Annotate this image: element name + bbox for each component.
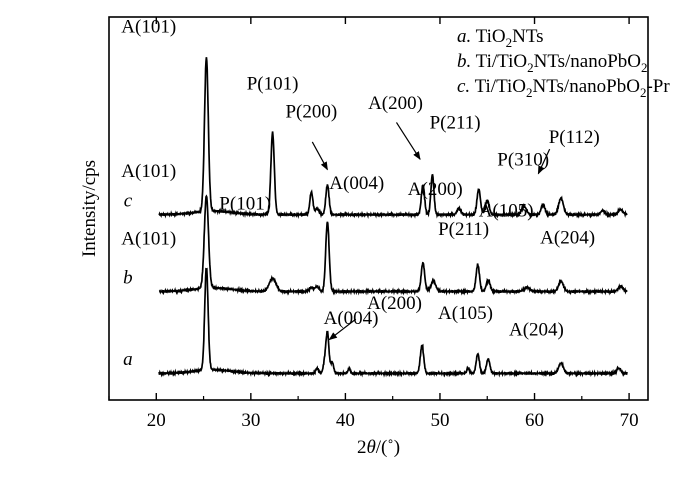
series-a-curve xyxy=(158,267,628,378)
peak-label: A(105) xyxy=(479,201,534,222)
peak-annotations: A(101)A(004)A(200) A(105)A(204)A(101)P(10… xyxy=(121,16,599,340)
peak-label: P(200) xyxy=(285,101,337,122)
series-b-curve xyxy=(158,194,628,296)
y-axis-label: Intensity/cps xyxy=(79,160,100,257)
x-tick-label: 40 xyxy=(336,410,355,431)
plot-frame xyxy=(108,16,649,401)
peak-label: P(211) xyxy=(430,113,481,134)
plot-border xyxy=(108,16,649,401)
peak-label: A(004) xyxy=(324,308,379,329)
x-tick-label: 50 xyxy=(430,410,449,431)
peak-label: A(101) xyxy=(121,228,176,249)
peak-arrow xyxy=(395,122,421,161)
peak-label: P(211) xyxy=(438,219,489,240)
peak-label: A(200) xyxy=(408,179,463,200)
legend-entry: b. Ti/TiO2NTs/nanoPbO2 xyxy=(457,51,648,75)
peak-label: P(101) xyxy=(247,74,299,95)
peak-label: P(112) xyxy=(549,127,600,148)
x-tick-label: 30 xyxy=(241,410,260,431)
x-tick-label: 60 xyxy=(525,410,544,431)
peak-label: P(101) xyxy=(219,194,271,215)
peak-label: A(204) xyxy=(509,319,564,340)
series-b-letter: b xyxy=(123,267,133,288)
peak-label: A(004) xyxy=(329,173,384,194)
legend-entry: a. TiO2NTs xyxy=(457,26,544,50)
peak-label: A(204) xyxy=(540,227,595,248)
peak-label: A(101) xyxy=(121,16,176,37)
x-axis-ticks: 20 30 40 50 60 70 xyxy=(108,17,639,431)
peak-arrow xyxy=(311,141,328,171)
series-a-letter: a xyxy=(123,349,133,370)
peak-label: A(105) xyxy=(438,303,493,324)
peak-arrow xyxy=(328,318,357,341)
series-c-letter: c xyxy=(124,190,133,211)
axis-labels: 2θ/(˚) Intensity/cps xyxy=(79,160,400,458)
peak-arrow xyxy=(537,148,551,175)
peak-label: P(310) xyxy=(497,149,549,170)
x-tick-label: 20 xyxy=(147,410,166,431)
peak-label: A(200) xyxy=(368,93,423,114)
x-tick-label: 70 xyxy=(620,410,639,431)
legend-entry: c. Ti/TiO2NTs/nanoPbO2-Pr xyxy=(457,76,670,100)
series-c-curve xyxy=(158,57,628,220)
x-axis-label: 2θ/(˚) xyxy=(357,437,400,458)
peak-label: A(101) xyxy=(121,161,176,182)
peak-label: A(200) xyxy=(367,293,422,314)
series-curves: a b c xyxy=(123,57,628,378)
